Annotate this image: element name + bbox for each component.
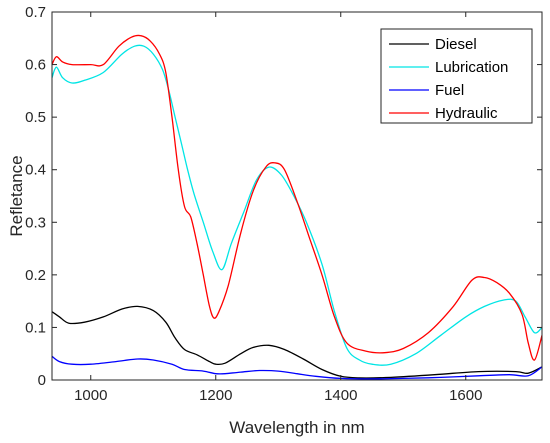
y-tick-label: 0.3 — [25, 214, 46, 231]
x-tick-label: 1200 — [199, 387, 232, 404]
legend-label-lubrication: Lubrication — [435, 59, 508, 76]
series-line-hydraulic — [52, 34, 542, 361]
y-axis-title: Refletance — [7, 155, 26, 236]
y-tick-label: 0.5 — [25, 109, 46, 126]
y-tick-label: 0.1 — [25, 319, 46, 336]
series-layer — [52, 34, 542, 380]
legend-label-diesel: Diesel — [435, 36, 477, 53]
x-axis-title: Wavelength in nm — [229, 418, 364, 437]
x-tick-label: 1600 — [449, 387, 482, 404]
x-tick-label: 1400 — [324, 387, 357, 404]
legend-box — [380, 28, 533, 124]
y-tick-label: 0.6 — [25, 57, 46, 74]
y-tick-label: 0.7 — [25, 4, 46, 21]
ticks-layer: 1000 1200 1400 1600 0 0.1 0.2 0.3 0.4 0.5 0.6 0.7 — [25, 4, 542, 404]
y-tick-label: 0.4 — [25, 162, 46, 179]
x-tick-label: 1000 — [74, 387, 107, 404]
series-line-diesel — [52, 305, 542, 379]
legend-label-fuel: Fuel — [435, 82, 464, 99]
legend: Diesel Lubrication Fuel Hydraulic — [380, 28, 533, 124]
series-line-lubrication — [52, 44, 542, 366]
series-line-fuel — [52, 355, 542, 380]
legend-label-hydraulic: Hydraulic — [435, 105, 498, 122]
y-tick-label: 0.2 — [25, 267, 46, 284]
plot-frame — [51, 11, 543, 381]
y-tick-label: 0 — [38, 372, 46, 389]
